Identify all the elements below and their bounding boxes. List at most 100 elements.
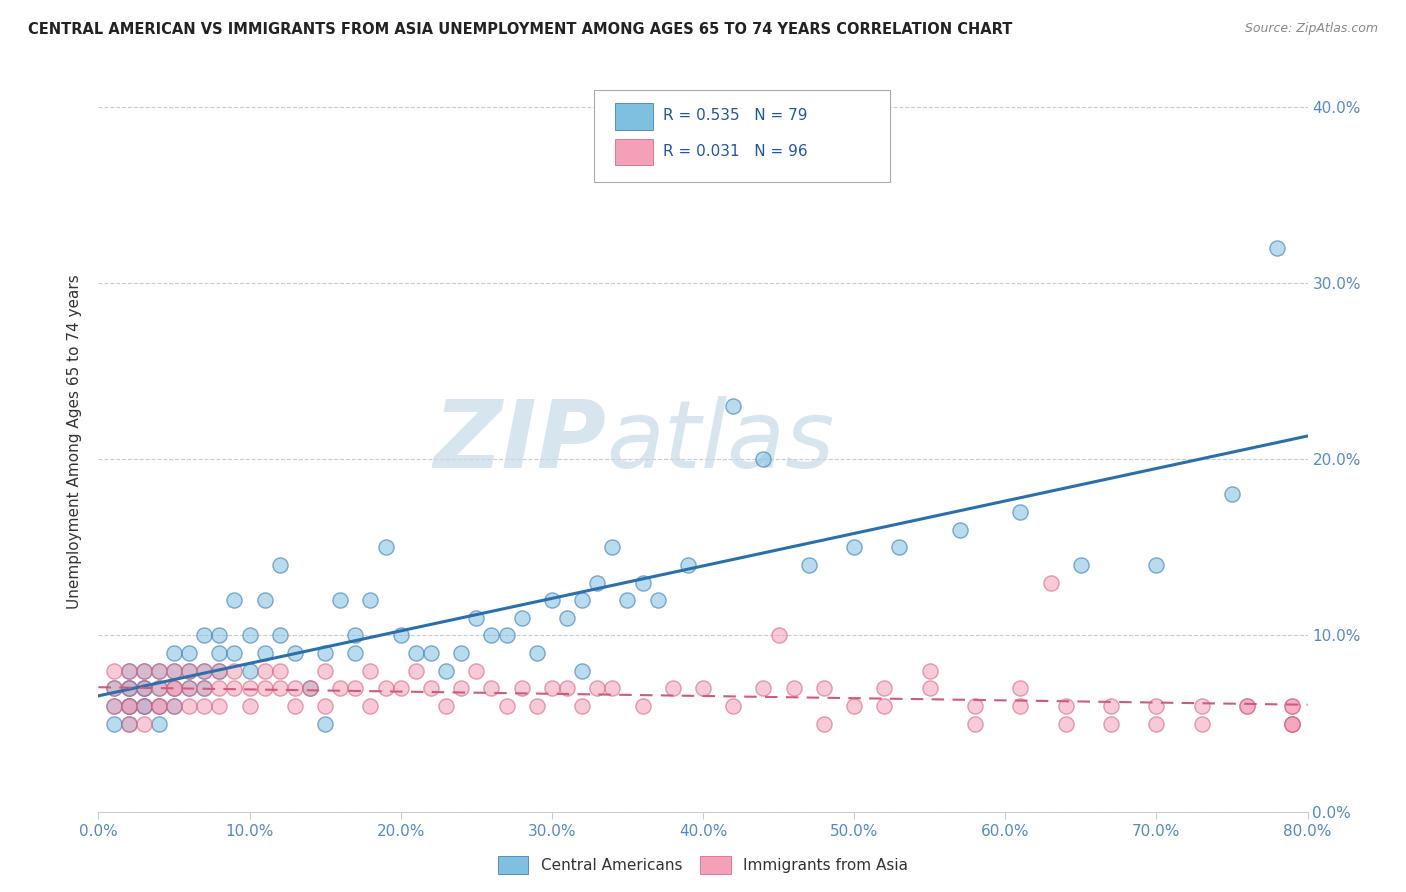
Point	[329, 593, 352, 607]
Point	[374, 541, 396, 555]
Point	[284, 698, 307, 713]
Point	[103, 681, 125, 696]
Point	[163, 664, 186, 678]
Point	[495, 628, 517, 642]
Point	[269, 664, 291, 678]
Point	[179, 681, 201, 696]
Point	[844, 541, 866, 555]
Point	[661, 681, 683, 696]
Point	[253, 681, 276, 696]
Point	[797, 558, 820, 572]
Point	[284, 681, 307, 696]
Point	[179, 664, 201, 678]
Point	[163, 646, 186, 660]
Point	[269, 681, 291, 696]
Point	[179, 681, 201, 696]
Point	[208, 664, 231, 678]
Point	[193, 681, 215, 696]
Point	[1144, 558, 1167, 572]
Point	[1099, 716, 1122, 731]
Point	[1039, 575, 1062, 590]
Point	[132, 716, 155, 731]
Point	[405, 664, 427, 678]
Point	[224, 646, 246, 660]
Point	[389, 628, 412, 642]
Point	[208, 646, 231, 660]
Point	[1010, 698, 1032, 713]
Point	[148, 698, 170, 713]
Text: Source: ZipAtlas.com: Source: ZipAtlas.com	[1244, 22, 1378, 36]
Point	[1144, 698, 1167, 713]
Point	[299, 681, 322, 696]
Text: R = 0.535   N = 79: R = 0.535 N = 79	[664, 108, 807, 123]
Point	[118, 664, 141, 678]
Point	[148, 664, 170, 678]
Point	[360, 698, 382, 713]
Point	[118, 698, 141, 713]
Point	[1010, 681, 1032, 696]
Point	[586, 575, 609, 590]
Point	[1191, 698, 1213, 713]
Point	[208, 628, 231, 642]
Point	[752, 681, 775, 696]
Point	[299, 681, 322, 696]
Point	[193, 628, 215, 642]
Text: CENTRAL AMERICAN VS IMMIGRANTS FROM ASIA UNEMPLOYMENT AMONG AGES 65 TO 74 YEARS : CENTRAL AMERICAN VS IMMIGRANTS FROM ASIA…	[28, 22, 1012, 37]
Point	[193, 664, 215, 678]
Point	[783, 681, 806, 696]
Point	[118, 698, 141, 713]
Point	[344, 646, 367, 660]
Point	[631, 575, 654, 590]
Point	[918, 664, 941, 678]
Point	[676, 558, 699, 572]
Point	[103, 664, 125, 678]
Point	[571, 593, 593, 607]
Point	[1054, 716, 1077, 731]
Point	[314, 646, 336, 660]
Point	[344, 681, 367, 696]
Point	[179, 646, 201, 660]
Point	[540, 681, 562, 696]
Point	[873, 681, 896, 696]
FancyBboxPatch shape	[614, 103, 654, 130]
Point	[420, 646, 443, 660]
Text: atlas: atlas	[606, 396, 835, 487]
Point	[965, 716, 987, 731]
Point	[692, 681, 714, 696]
Point	[193, 698, 215, 713]
Point	[193, 664, 215, 678]
Point	[602, 541, 624, 555]
Point	[132, 698, 155, 713]
Point	[723, 399, 745, 413]
Point	[239, 681, 262, 696]
Point	[253, 593, 276, 607]
Point	[420, 681, 443, 696]
Point	[103, 681, 125, 696]
Point	[179, 664, 201, 678]
Point	[510, 681, 533, 696]
Point	[1281, 716, 1303, 731]
Point	[1281, 698, 1303, 713]
Text: R = 0.031   N = 96: R = 0.031 N = 96	[664, 144, 807, 159]
Point	[132, 681, 155, 696]
Point	[344, 628, 367, 642]
Point	[616, 593, 638, 607]
Point	[148, 698, 170, 713]
Point	[889, 541, 911, 555]
Y-axis label: Unemployment Among Ages 65 to 74 years: Unemployment Among Ages 65 to 74 years	[67, 274, 83, 609]
Point	[555, 611, 578, 625]
Point	[224, 681, 246, 696]
Point	[1220, 487, 1243, 501]
Point	[163, 681, 186, 696]
Point	[918, 681, 941, 696]
Point	[526, 646, 548, 660]
Point	[208, 664, 231, 678]
Point	[118, 716, 141, 731]
Point	[314, 698, 336, 713]
Point	[163, 681, 186, 696]
Point	[571, 664, 593, 678]
Point	[481, 681, 503, 696]
Point	[179, 698, 201, 713]
Point	[1144, 716, 1167, 731]
Point	[1236, 698, 1258, 713]
